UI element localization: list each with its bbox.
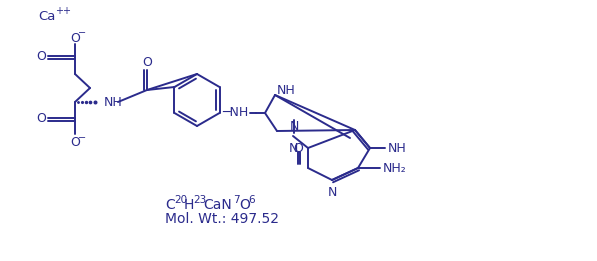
Text: O: O bbox=[36, 111, 46, 124]
Text: NH: NH bbox=[388, 141, 407, 155]
Text: O: O bbox=[70, 32, 80, 44]
Text: NH: NH bbox=[277, 85, 296, 98]
Text: −: − bbox=[78, 133, 86, 143]
Text: N: N bbox=[327, 186, 337, 199]
Text: C: C bbox=[165, 198, 175, 212]
Text: N: N bbox=[290, 120, 298, 133]
Text: O: O bbox=[70, 135, 80, 149]
Text: −: − bbox=[78, 28, 86, 38]
Text: O: O bbox=[239, 198, 250, 212]
Text: CaN: CaN bbox=[203, 198, 232, 212]
Text: H: H bbox=[184, 198, 195, 212]
Text: ++: ++ bbox=[55, 6, 71, 16]
Text: ─NH: ─NH bbox=[223, 106, 249, 120]
Text: 6: 6 bbox=[248, 195, 255, 205]
Text: N: N bbox=[288, 141, 298, 155]
Text: O: O bbox=[142, 56, 152, 68]
Text: Mol. Wt.: 497.52: Mol. Wt.: 497.52 bbox=[165, 212, 279, 226]
Text: 23: 23 bbox=[193, 195, 206, 205]
Text: 20: 20 bbox=[174, 195, 187, 205]
Text: NH: NH bbox=[104, 96, 123, 109]
Text: 7: 7 bbox=[233, 195, 239, 205]
Text: NH₂: NH₂ bbox=[383, 162, 407, 175]
Text: O: O bbox=[36, 50, 46, 62]
Text: O: O bbox=[293, 141, 303, 155]
Text: Ca: Ca bbox=[38, 9, 56, 22]
